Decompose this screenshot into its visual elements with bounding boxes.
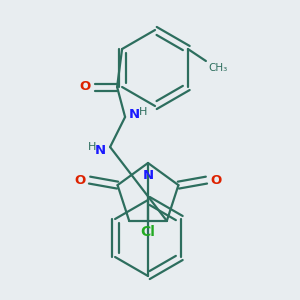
Text: H: H [88, 142, 96, 152]
Text: N: N [95, 143, 106, 157]
Text: N: N [142, 169, 154, 182]
Text: N: N [129, 109, 140, 122]
Text: CH₃: CH₃ [208, 63, 227, 73]
Text: O: O [210, 174, 222, 187]
Text: H: H [139, 107, 148, 117]
Text: O: O [80, 80, 91, 94]
Text: O: O [74, 174, 86, 187]
Text: Cl: Cl [141, 225, 155, 239]
